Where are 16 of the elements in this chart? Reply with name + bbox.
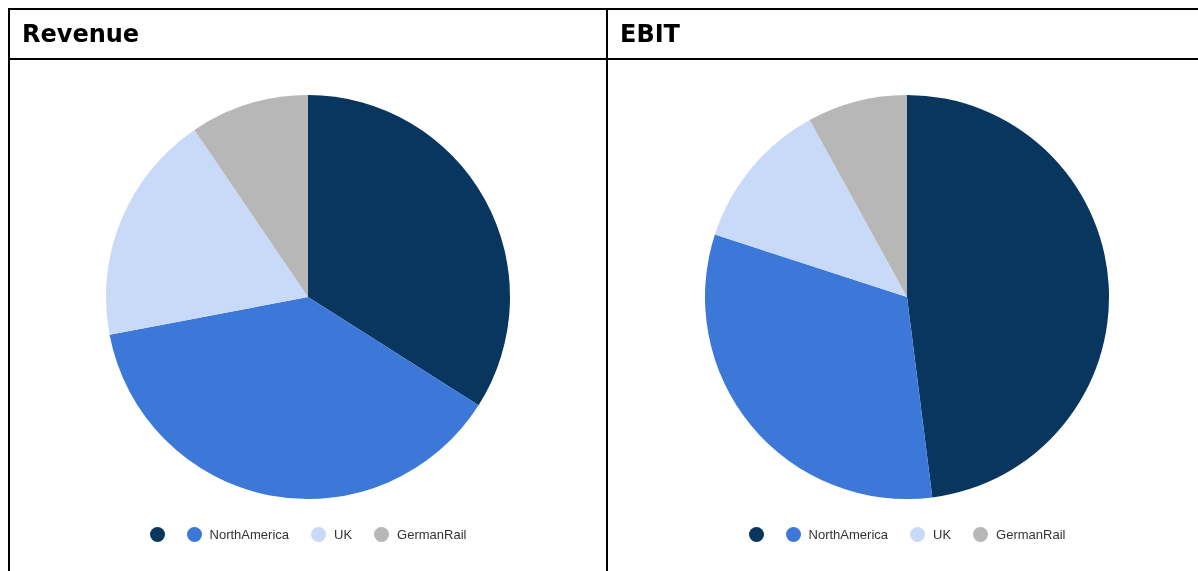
pie-slice	[106, 129, 308, 335]
pie-slice	[308, 95, 510, 406]
legend-label: UK	[334, 527, 353, 542]
pie-slice	[809, 95, 907, 297]
pie-slice	[907, 95, 1109, 498]
pie-slice	[705, 234, 933, 499]
chart-title: EBIT	[608, 8, 1198, 60]
legend-label: GermanRail	[996, 527, 1066, 542]
legend-label: NorthAmerica	[808, 527, 889, 542]
pie-slice	[109, 297, 479, 499]
pie-slice	[714, 119, 907, 297]
legend-label: NorthAmerica	[209, 527, 290, 542]
legend-label: GermanRail	[397, 527, 467, 542]
legend-label: UK	[933, 527, 952, 542]
chart-title: Revenue	[10, 8, 606, 60]
pie-slice	[194, 95, 308, 297]
